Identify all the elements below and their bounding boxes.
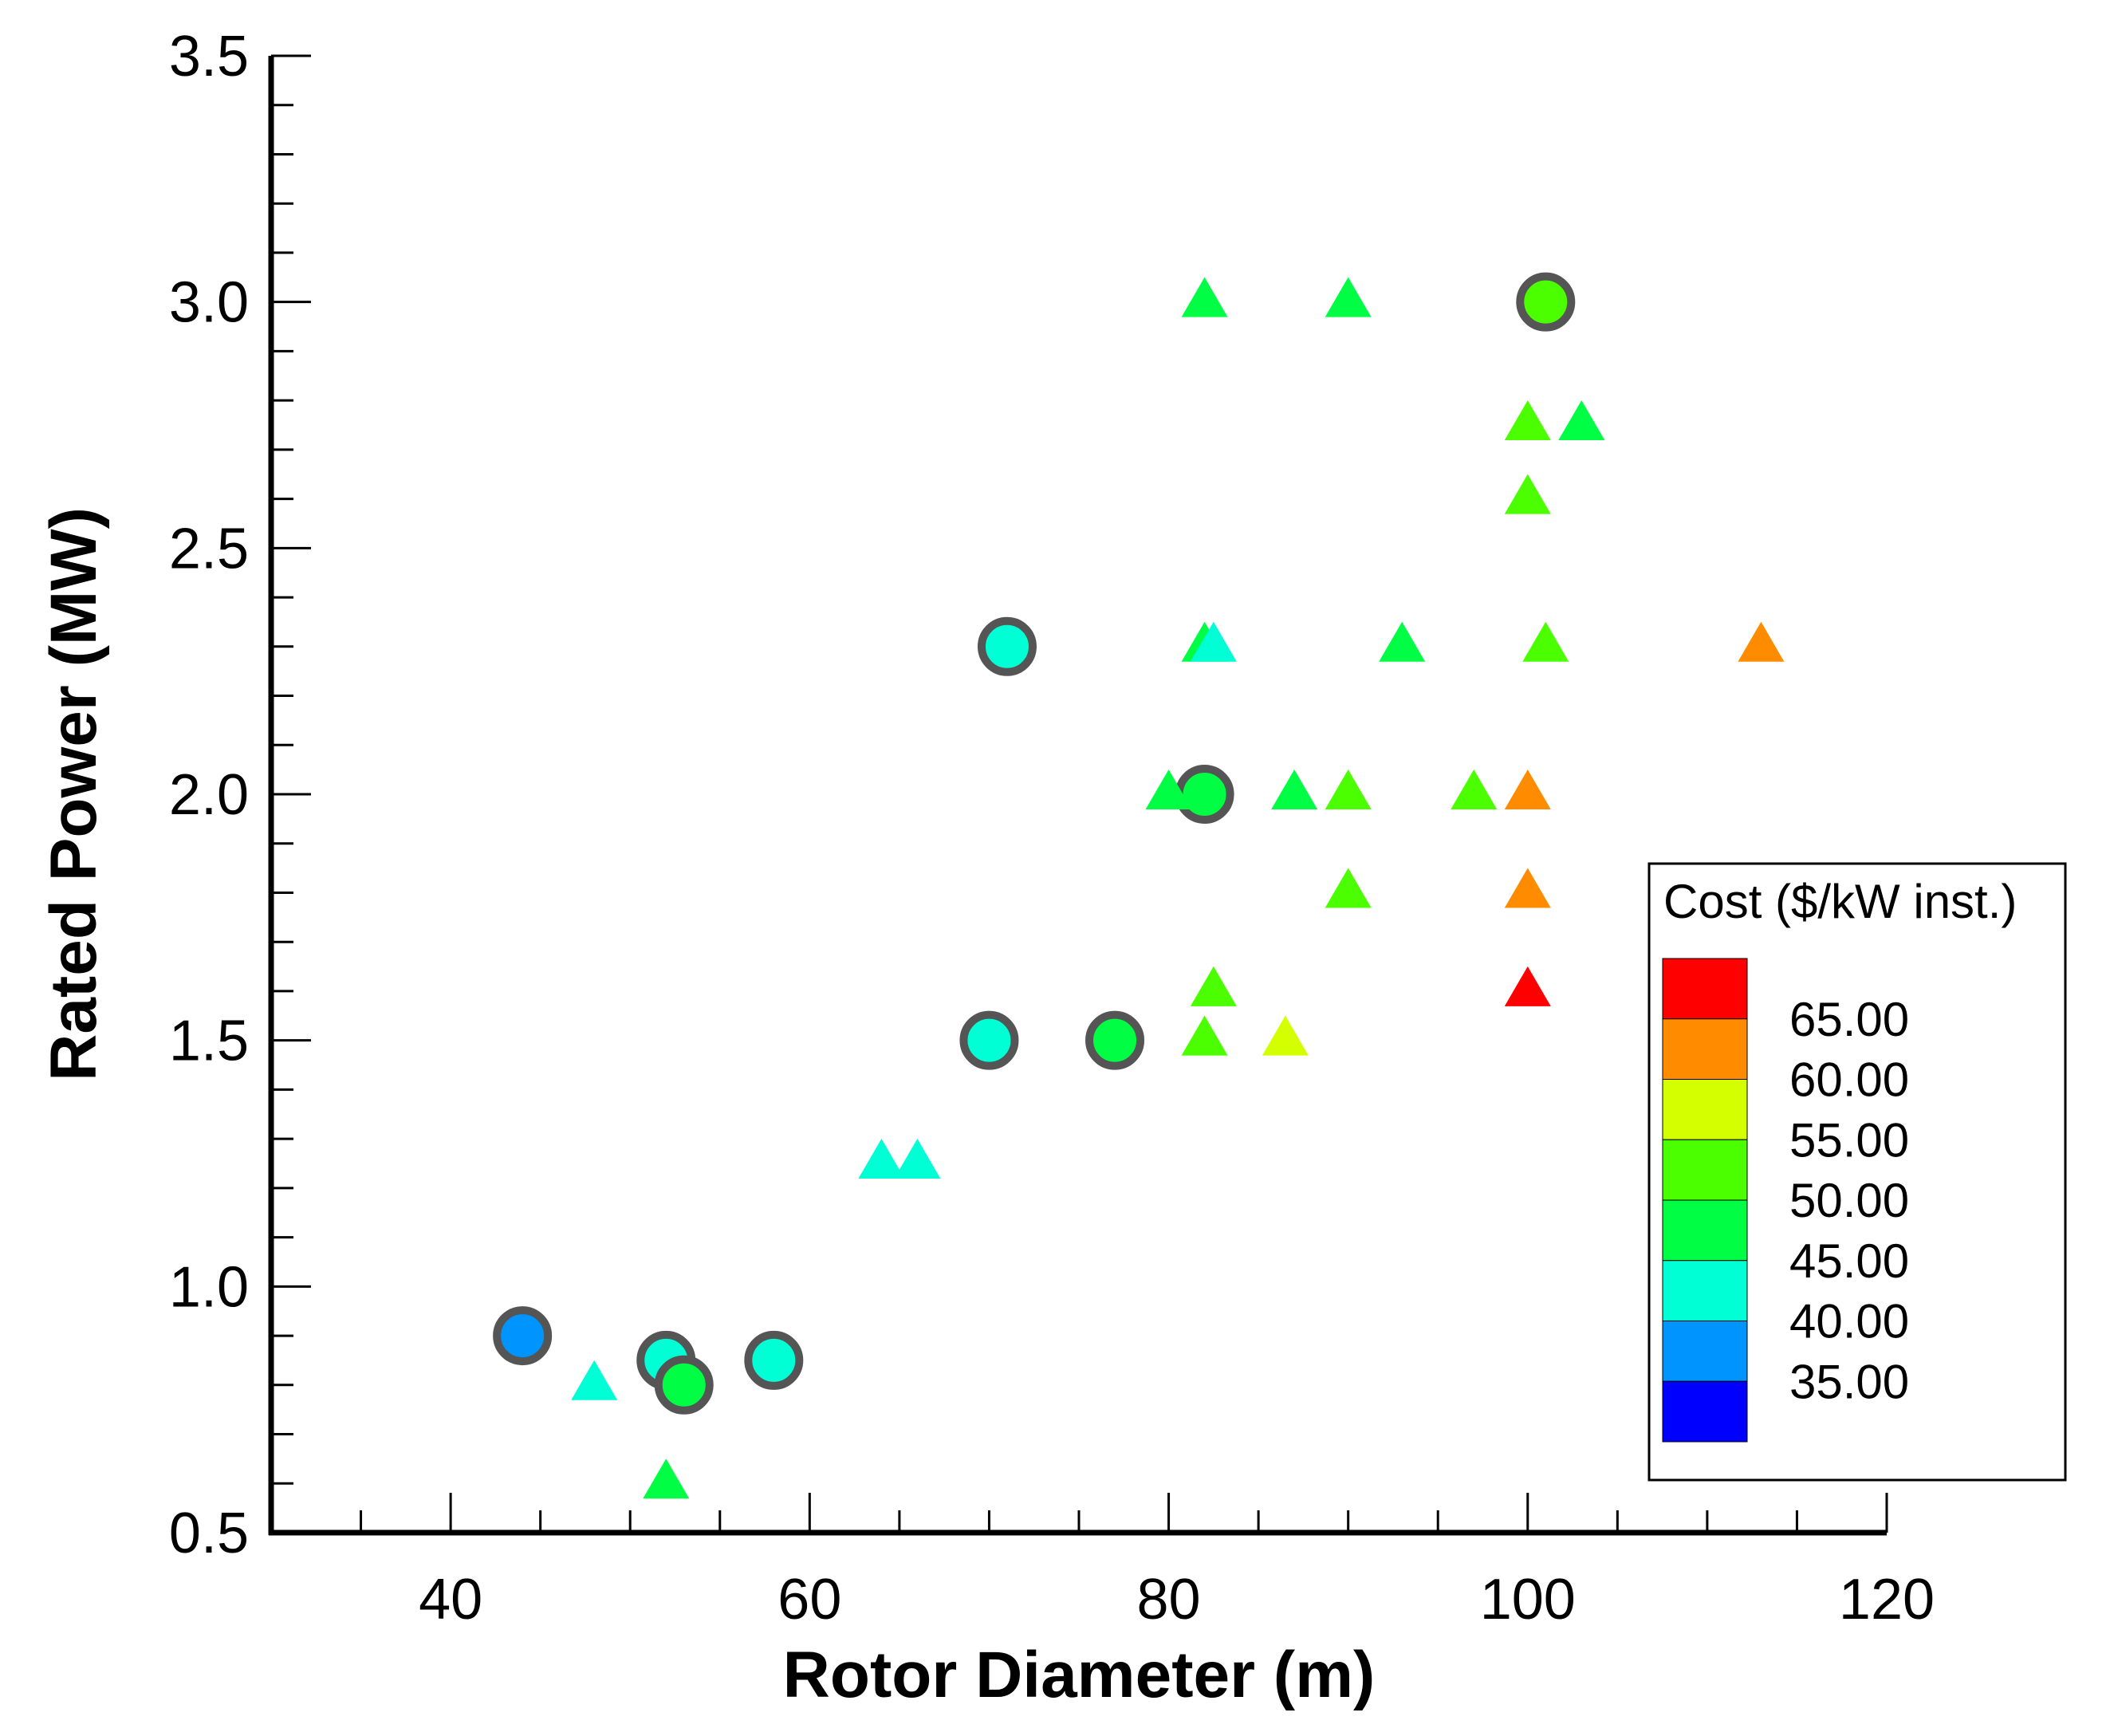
triangle-point xyxy=(1190,966,1237,1006)
legend-swatch xyxy=(1662,1260,1748,1321)
circle-point xyxy=(1085,1010,1145,1070)
triangle-point xyxy=(1325,277,1372,317)
data-points xyxy=(493,272,1785,1499)
circle-point xyxy=(744,1330,804,1390)
legend-level-label: 55.00 xyxy=(1789,1113,1909,1167)
triangle-point xyxy=(643,1458,690,1499)
legend-swatch xyxy=(1662,1018,1748,1080)
x-tick-label: 80 xyxy=(1137,1568,1201,1632)
triangle-point xyxy=(1325,868,1372,908)
legend-swatches xyxy=(1662,958,1748,1443)
colorbar-legend: Cost ($/kW inst.) 65.00 60.00 55.00 50.00 45… xyxy=(1647,862,2067,1482)
y-tick-label: 3.5 xyxy=(169,25,249,89)
legend-swatch xyxy=(1662,958,1748,1020)
triangle-point xyxy=(1181,277,1228,317)
y-tick-label: 1.0 xyxy=(169,1255,249,1319)
circle-point xyxy=(1175,765,1234,824)
legend-swatch xyxy=(1662,1199,1748,1262)
triangle-point xyxy=(1190,621,1237,662)
y-tick-label: 2.5 xyxy=(169,517,249,581)
legend-swatch xyxy=(1662,1079,1748,1140)
triangle-point xyxy=(1145,770,1192,809)
axes-frame xyxy=(268,56,1887,1536)
circle-point xyxy=(977,616,1037,676)
y-tick-label: 3.0 xyxy=(169,271,249,335)
triangle-point xyxy=(1504,966,1551,1006)
legend-level-label: 35.00 xyxy=(1789,1355,1909,1408)
x-tick-label: 120 xyxy=(1839,1568,1935,1632)
triangle-point xyxy=(1379,621,1426,662)
legend-swatch xyxy=(1662,1380,1748,1443)
triangle-point xyxy=(1522,621,1569,662)
triangle-point xyxy=(571,1360,618,1400)
y-tick-label: 2.0 xyxy=(169,763,249,827)
triangle-point xyxy=(1451,770,1498,809)
circle-point xyxy=(654,1355,714,1415)
axis-labels: Rotor Diameter (m) Rated Power (MW) xyxy=(37,507,1375,1711)
legend-level-label: 40.00 xyxy=(1789,1295,1909,1348)
triangle-point xyxy=(1262,1015,1309,1056)
circle-point xyxy=(959,1010,1019,1070)
triangle-point xyxy=(1738,621,1785,662)
x-tick-label: 100 xyxy=(1480,1568,1576,1632)
triangle-point xyxy=(1504,400,1551,440)
circle-point xyxy=(1516,272,1576,332)
triangle-point xyxy=(894,1139,941,1179)
triangle-point xyxy=(1271,770,1318,809)
triangle-point xyxy=(1181,1015,1228,1056)
axis-ticks: 0.5 1.0 1.5 2.0 2.5 3.0 3.5 40 60 80 100 120 xyxy=(169,25,1935,1632)
triangle-point xyxy=(1325,770,1372,809)
triangle-point xyxy=(1504,770,1551,809)
y-axis-title: Rated Power (MW) xyxy=(37,507,110,1081)
y-tick-label: 0.5 xyxy=(169,1502,249,1565)
triangle-point xyxy=(1504,868,1551,908)
triangle-point xyxy=(858,1139,905,1179)
legend-swatch xyxy=(1662,1139,1748,1201)
legend-level-label: 50.00 xyxy=(1789,1174,1909,1227)
y-tick-label: 1.5 xyxy=(169,1010,249,1073)
x-tick-label: 40 xyxy=(419,1568,482,1632)
legend-level-label: 65.00 xyxy=(1789,993,1909,1046)
x-tick-label: 60 xyxy=(777,1568,841,1632)
circle-point xyxy=(493,1306,553,1366)
legend-level-label: 60.00 xyxy=(1789,1053,1909,1107)
legend-level-label: 45.00 xyxy=(1789,1234,1909,1288)
triangle-point xyxy=(1504,474,1551,514)
legend-swatch xyxy=(1662,1321,1748,1382)
legend-labels: 65.00 60.00 55.00 50.00 45.00 40.00 35.00 xyxy=(1789,993,1909,1409)
legend-title: Cost ($/kW inst.) xyxy=(1663,875,2017,928)
x-axis-title: Rotor Diameter (m) xyxy=(783,1639,1376,1711)
triangle-point xyxy=(1558,400,1605,440)
